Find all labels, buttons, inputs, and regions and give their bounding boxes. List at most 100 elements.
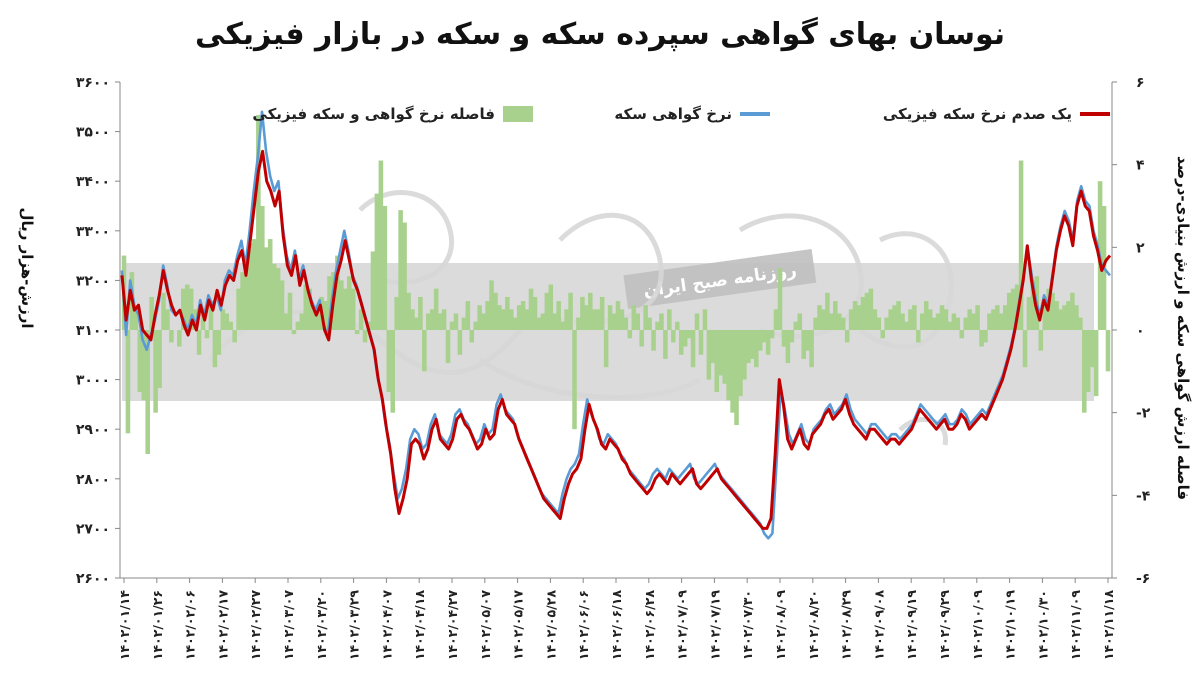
- area-point: [133, 305, 139, 330]
- area-point: [643, 305, 648, 330]
- area-point: [378, 160, 384, 330]
- area-point: [477, 305, 482, 330]
- area-point: [967, 309, 972, 330]
- area-point: [572, 330, 577, 430]
- area-point: [287, 292, 293, 330]
- y-left-ticks: ۲۶۰۰ ۲۷۰۰ ۲۸۰۰ ۲۹۰۰ ۳۰۰۰ ۳۱۰۰ ۳۲۰۰ ۳۳۰۰ ۳۴۰۰ ۳۵۰۰…: [76, 75, 120, 587]
- area-point: [852, 301, 858, 330]
- area-point: [181, 288, 186, 330]
- x-tick-label: ۱۴۰۲/۰۹/۲۹: [937, 590, 952, 661]
- area-point: [734, 330, 739, 426]
- y-left-tick-label: ۳۳۰۰: [76, 224, 110, 240]
- area-point: [1002, 305, 1008, 330]
- area-point: [639, 330, 644, 347]
- area-point: [746, 330, 751, 364]
- area-point: [904, 321, 909, 330]
- area-point: [437, 313, 443, 330]
- area-point: [394, 296, 399, 330]
- area-point: [1018, 160, 1024, 330]
- area-point: [698, 330, 704, 355]
- area-point: [726, 330, 731, 401]
- area-point: [426, 313, 431, 330]
- area-point: [678, 330, 684, 355]
- area-point: [157, 330, 162, 388]
- area-point: [789, 330, 795, 343]
- area-point: [196, 330, 202, 355]
- area-point: [524, 309, 530, 330]
- area-point: [686, 330, 692, 339]
- area-point: [840, 317, 846, 330]
- area-point: [283, 313, 289, 330]
- area-point: [611, 313, 617, 330]
- area-point: [137, 330, 143, 392]
- area-point: [165, 309, 170, 330]
- area-point: [663, 330, 668, 359]
- area-point: [750, 330, 755, 359]
- x-tick-label: ۱۴۰۲/۰۱/۲۶: [150, 590, 165, 660]
- area-point: [615, 301, 621, 330]
- area-point: [263, 247, 269, 330]
- area-point: [631, 305, 637, 330]
- area-point: [864, 292, 870, 330]
- area-point: [995, 305, 1000, 330]
- area-point: [730, 330, 735, 413]
- area-point: [307, 288, 313, 330]
- area-point: [220, 309, 226, 330]
- area-point: [769, 330, 775, 339]
- area-point: [493, 292, 498, 330]
- y-left-tick-label: ۳۰۰۰: [76, 373, 110, 389]
- area-point: [900, 313, 905, 330]
- x-tick-label: ۱۴۰۲/۱۰/۱۹: [1003, 590, 1018, 661]
- area-point: [386, 330, 392, 392]
- area-point: [714, 330, 720, 392]
- legend-label-certificate: نرخ گواهی سکه: [614, 105, 732, 123]
- area-point: [1062, 305, 1067, 330]
- x-tick-label: ۱۴۰۲/۰۵/۱۷: [511, 590, 526, 661]
- area-point: [876, 317, 882, 330]
- area-point: [236, 288, 241, 330]
- area-point: [528, 288, 534, 330]
- x-tick-label: ۱۴۰۲/۰۶/۰۶: [576, 590, 591, 660]
- x-tick-label: ۱۴۰۲/۰۱/۱۴: [117, 590, 132, 661]
- area-point: [461, 317, 467, 330]
- x-tick-label: ۱۴۰۲/۰۹/۱۹: [904, 590, 919, 661]
- area-point: [738, 330, 743, 397]
- area-point: [184, 284, 190, 330]
- x-tick-label: ۱۴۰۲/۰۹/۰۸: [871, 590, 886, 661]
- x-tick-label: ۱۴۰۲/۰۳/۰۷: [281, 590, 296, 661]
- area-point: [848, 309, 854, 330]
- area-point: [548, 284, 554, 330]
- area-point: [706, 330, 712, 380]
- area-point: [248, 243, 253, 330]
- area-point: [188, 288, 194, 330]
- area-point: [481, 313, 486, 330]
- area-point: [951, 313, 957, 330]
- area-point: [335, 255, 340, 330]
- area-point: [406, 292, 411, 330]
- x-tick-label: ۱۴۰۲/۱۰/۳۰: [1035, 590, 1050, 660]
- area-point: [1050, 292, 1055, 330]
- area-point: [777, 268, 783, 330]
- x-tick-label: ۱۴۰۲/۰۲/۰۶: [183, 590, 198, 660]
- area-point: [939, 305, 945, 330]
- area-point: [651, 330, 656, 351]
- area-point: [343, 288, 348, 330]
- area-point: [556, 301, 561, 330]
- area-point: [295, 321, 301, 330]
- area-point: [1006, 292, 1012, 330]
- area-point: [350, 288, 356, 330]
- area-point: [742, 330, 747, 380]
- legend-label-physical: یک صدم نرخ سکه فیزیکی: [883, 105, 1072, 123]
- area-point: [923, 301, 929, 330]
- area-point: [339, 280, 344, 330]
- area-point: [564, 309, 569, 330]
- area-point: [801, 330, 806, 359]
- area-point: [441, 309, 447, 330]
- y-right-tick-label: ۲: [1136, 240, 1145, 256]
- area-point: [457, 330, 463, 355]
- area-point: [781, 330, 787, 347]
- area-point: [410, 309, 415, 330]
- area-point: [224, 313, 230, 330]
- area-point: [418, 296, 423, 330]
- x-tick-label: ۱۴۰۲/۰۵/۰۷: [478, 590, 493, 661]
